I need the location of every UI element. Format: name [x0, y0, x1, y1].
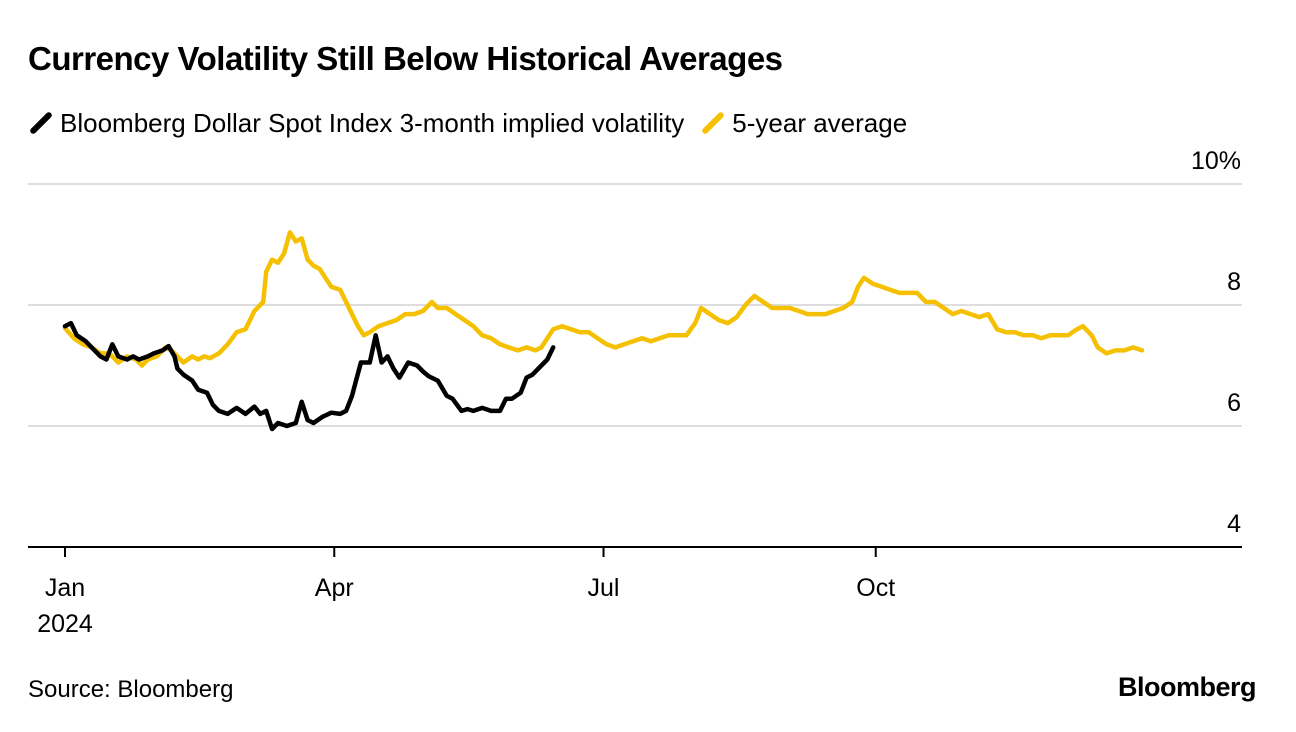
- y-tick-label-6: 6: [1227, 389, 1241, 417]
- legend-label-average: 5-year average: [732, 107, 908, 138]
- x-tick-label-apr: Apr: [315, 574, 354, 602]
- y-tick-label-10: 10%: [1191, 147, 1241, 175]
- chart-title: Currency Volatility Still Below Historic…: [28, 40, 783, 77]
- legend: Bloomberg Dollar Spot Index 3-month impl…: [28, 106, 925, 140]
- x-tick-label-oct: Oct: [856, 574, 895, 602]
- x-tick-label-jan: Jan: [45, 574, 85, 602]
- series-line-5-year-average: [62, 230, 1145, 368]
- y-tick-label-8: 8: [1227, 268, 1241, 296]
- bloomberg-logo: Bloomberg: [1117, 672, 1257, 702]
- y-tick-label-4: 4: [1227, 510, 1241, 538]
- legend-label-current: Bloomberg Dollar Spot Index 3-month impl…: [60, 107, 685, 138]
- legend-item-average: 5-year average: [701, 107, 908, 139]
- x-tick-sublabel-year: 2024: [37, 610, 93, 638]
- x-tick-label-jul: Jul: [588, 574, 620, 602]
- source-note: Source: Bloomberg: [28, 676, 234, 703]
- series-line-implied-volatility: [62, 320, 556, 432]
- legend-item-current: Bloomberg Dollar Spot Index 3-month impl…: [28, 107, 685, 139]
